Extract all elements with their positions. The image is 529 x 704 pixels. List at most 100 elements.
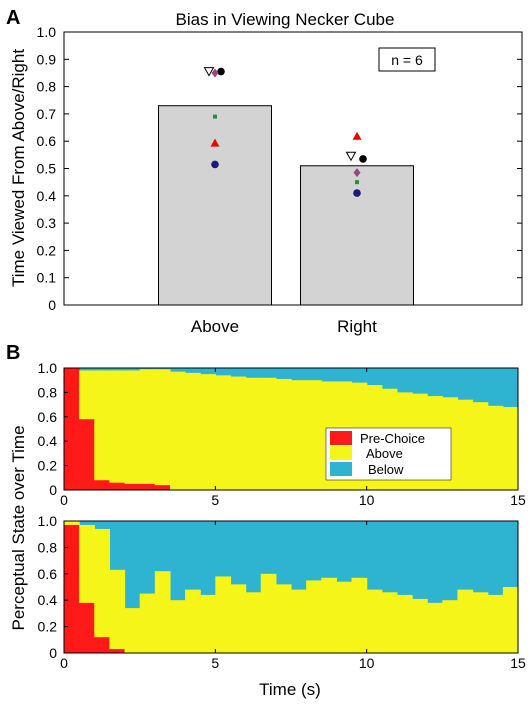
legend-label-above: Above	[366, 446, 403, 461]
area-above-step	[124, 370, 141, 485]
area-above-step	[306, 380, 322, 491]
x-category-label: Above	[191, 317, 239, 336]
bar-above	[158, 105, 272, 306]
area-above-step	[472, 592, 489, 654]
area-prechoice-step	[124, 483, 141, 490]
area-above-step	[291, 589, 307, 654]
y-tick-label: 0	[48, 297, 56, 313]
area-above-step	[200, 374, 216, 491]
y-tick-label: 0.8	[38, 384, 58, 400]
subject-point-triangle-down	[345, 151, 357, 162]
x-tick-label: 0	[60, 492, 68, 508]
y-tick-label: 0.4	[38, 592, 58, 608]
area-above-step	[169, 600, 186, 654]
panel-frame	[63, 367, 519, 491]
area-above-step	[291, 380, 307, 491]
area-above-step	[79, 524, 95, 604]
y-tick-label: 0.8	[37, 79, 57, 95]
area-above-step	[502, 407, 519, 491]
area-above-step	[185, 372, 201, 491]
panel-a-label: A	[6, 7, 20, 29]
area-above-step	[457, 589, 474, 654]
area-above-step	[64, 521, 80, 526]
area-prechoice-step	[94, 637, 110, 653]
x-category-label: Right	[337, 317, 377, 336]
legend-swatch-above	[330, 446, 352, 460]
timecourse-panel-2: 0 0.2 0.4 0.6 0.8 1.0 0 5 10 15	[38, 513, 526, 671]
panel-b: B Perceptual State over Time 0 0.2 0.4 0.6 0…	[6, 342, 526, 699]
area-prechoice-step	[139, 483, 156, 490]
legend: Pre-Choice Above Below	[325, 427, 452, 481]
subject-point-circle	[211, 160, 219, 169]
legend-label-prechoice: Pre-Choice	[360, 431, 425, 446]
subject-point-triangle	[352, 131, 362, 140]
legend-label-below: Below	[368, 462, 404, 477]
x-tick-label: 15	[510, 655, 526, 671]
area-above-step	[306, 580, 322, 654]
bar-right	[300, 165, 414, 306]
y-tick-label: 0.6	[38, 409, 58, 425]
y-tick-label: 0.2	[37, 242, 57, 258]
area-above-step	[351, 577, 368, 654]
area-above-step	[154, 369, 171, 486]
y-tick-label: 1.0	[38, 360, 58, 376]
area-prechoice-step	[64, 524, 80, 653]
subject-point-square	[213, 114, 217, 119]
area-above-step	[109, 569, 126, 650]
y-tick-label: 0.3	[37, 215, 57, 231]
area-above-step	[230, 376, 247, 491]
area-above-step	[230, 584, 247, 654]
area-prechoice-step	[109, 482, 126, 490]
area-prechoice-step	[109, 649, 126, 653]
panel-frame	[63, 520, 519, 654]
area-above-step	[260, 377, 277, 491]
area-above-step	[321, 577, 337, 654]
area-above-step	[487, 594, 504, 654]
y-tick-label: 0.2	[38, 619, 58, 635]
area-above-step	[336, 581, 353, 654]
x-tick-label: 10	[359, 492, 375, 508]
y-tick-label: 0.4	[38, 433, 58, 449]
panel-b-ylabel: Perceptual State over Time	[9, 425, 28, 630]
panel-b-label: B	[6, 342, 20, 364]
y-tick-label: 0.4	[37, 188, 57, 204]
panel-a-bars	[158, 105, 414, 306]
y-tick-label: 0.6	[37, 133, 57, 149]
x-tick-label: 0	[60, 655, 68, 671]
area-prechoice-step	[154, 485, 171, 490]
subject-point-diamond	[353, 168, 361, 178]
area-above-step	[396, 594, 413, 654]
legend-swatch-below	[330, 462, 352, 476]
area-above-step	[200, 594, 216, 654]
area-above-step	[139, 593, 156, 654]
panel-a-title: Bias in Viewing Necker Cube	[176, 10, 395, 29]
area-above-step	[109, 370, 126, 484]
panel-a: A Bias in Viewing Necker Cube Time Viewe…	[6, 7, 523, 336]
n-annotation-box	[378, 47, 436, 72]
y-tick-label: 0.1	[37, 270, 57, 286]
y-tick-label: 0	[49, 482, 57, 498]
area-above-step	[442, 600, 459, 654]
area-above-step	[412, 598, 428, 654]
panel-a-frame	[63, 31, 523, 306]
subject-point-circle	[359, 155, 367, 163]
area-prechoice-step	[79, 419, 95, 490]
area-above-step	[185, 589, 201, 654]
panel-a-ylabel: Time Viewed From Above/Right	[9, 49, 28, 287]
subject-point-circle	[217, 67, 225, 76]
area-above-step	[154, 571, 171, 654]
timecourse-panel-1: 0 0.2 0.4 0.6 0.8 1.0 0 5 10 15	[38, 360, 526, 508]
area-above-step	[502, 587, 519, 654]
subject-point-triangle	[210, 138, 220, 147]
area-above-step	[245, 377, 262, 491]
x-tick-label: 5	[211, 492, 219, 508]
panel-a-subject-points	[203, 67, 367, 197]
panel-a-y-axis: 0 0.1 0.2 0.3 0.4 0.5 0.6 0.7 0.8 0.9 1.0	[37, 24, 522, 313]
area-above-step	[457, 399, 474, 491]
area-above-step	[139, 369, 156, 485]
area-above-step	[366, 589, 383, 654]
panel-b-xlabel: Time (s)	[259, 680, 321, 699]
subject-point-triangle-down	[203, 67, 215, 77]
y-tick-label: 0.9	[37, 51, 57, 67]
